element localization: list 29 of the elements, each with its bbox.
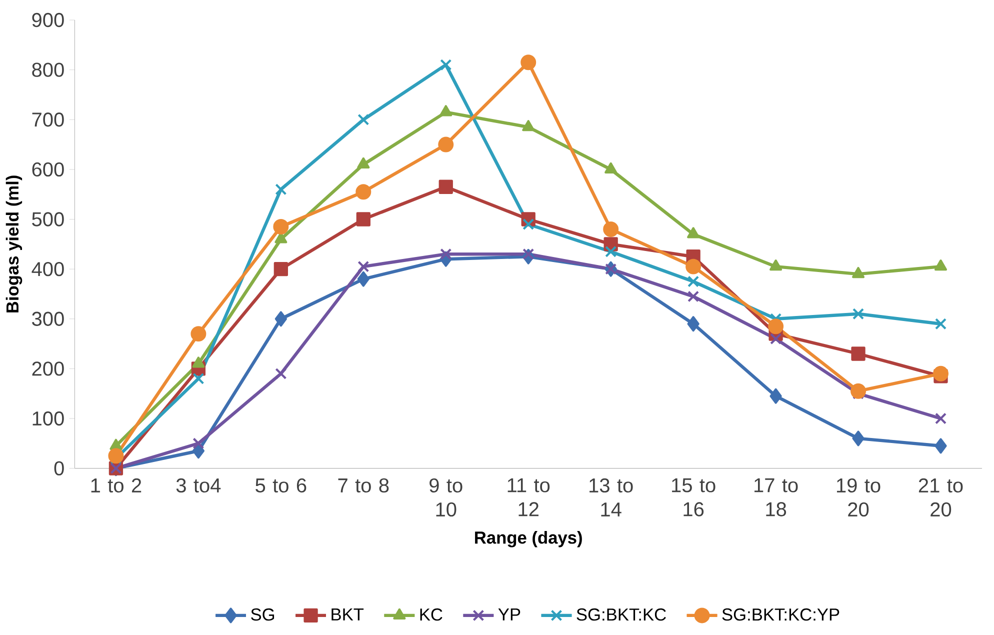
x-tick-label: 5 to 6 [256, 478, 306, 492]
y-axis-title: Biogas yield (ml) [6, 176, 22, 312]
legend-label: SG:BKT:KC:YP [722, 608, 840, 621]
legend-label: BKT [332, 608, 364, 620]
x-tick-label: 11 to 12 [508, 478, 550, 516]
y-tick-label: 800 [32, 62, 64, 77]
legend-label: SG:BKT:KC [576, 608, 666, 621]
y-tick-label: 500 [32, 212, 64, 226]
x-tick-label: 9 to 10 [430, 478, 462, 517]
x-axis-title: Range (days) [475, 531, 582, 548]
x-tick-label: 17 to 18 [754, 478, 798, 516]
x-tick-label: 15 to 16 [672, 478, 716, 516]
y-tick-label: 700 [32, 112, 64, 127]
y-tick-label: 400 [32, 262, 64, 276]
legend-label: KC [420, 608, 442, 621]
x-tick-label: 7 to 8 [338, 478, 389, 492]
x-tick-label: 19 to 20 [836, 478, 880, 517]
y-tick-label: 100 [32, 411, 64, 426]
legend-label: SG [251, 608, 274, 621]
y-tick-label: 200 [32, 362, 64, 376]
x-tick-label: 3 to4 [176, 478, 221, 492]
y-tick-label: 0 [54, 461, 64, 476]
x-tick-label: 1 to 2 [91, 478, 142, 492]
y-tick-label: 600 [32, 162, 64, 176]
x-tick-label: 13 to 14 [590, 478, 633, 516]
legend-label: YP [498, 608, 520, 620]
y-tick-label: 900 [32, 12, 64, 28]
y-tick-label: 300 [32, 312, 64, 326]
x-tick-label: 21 to 20 [918, 478, 963, 517]
